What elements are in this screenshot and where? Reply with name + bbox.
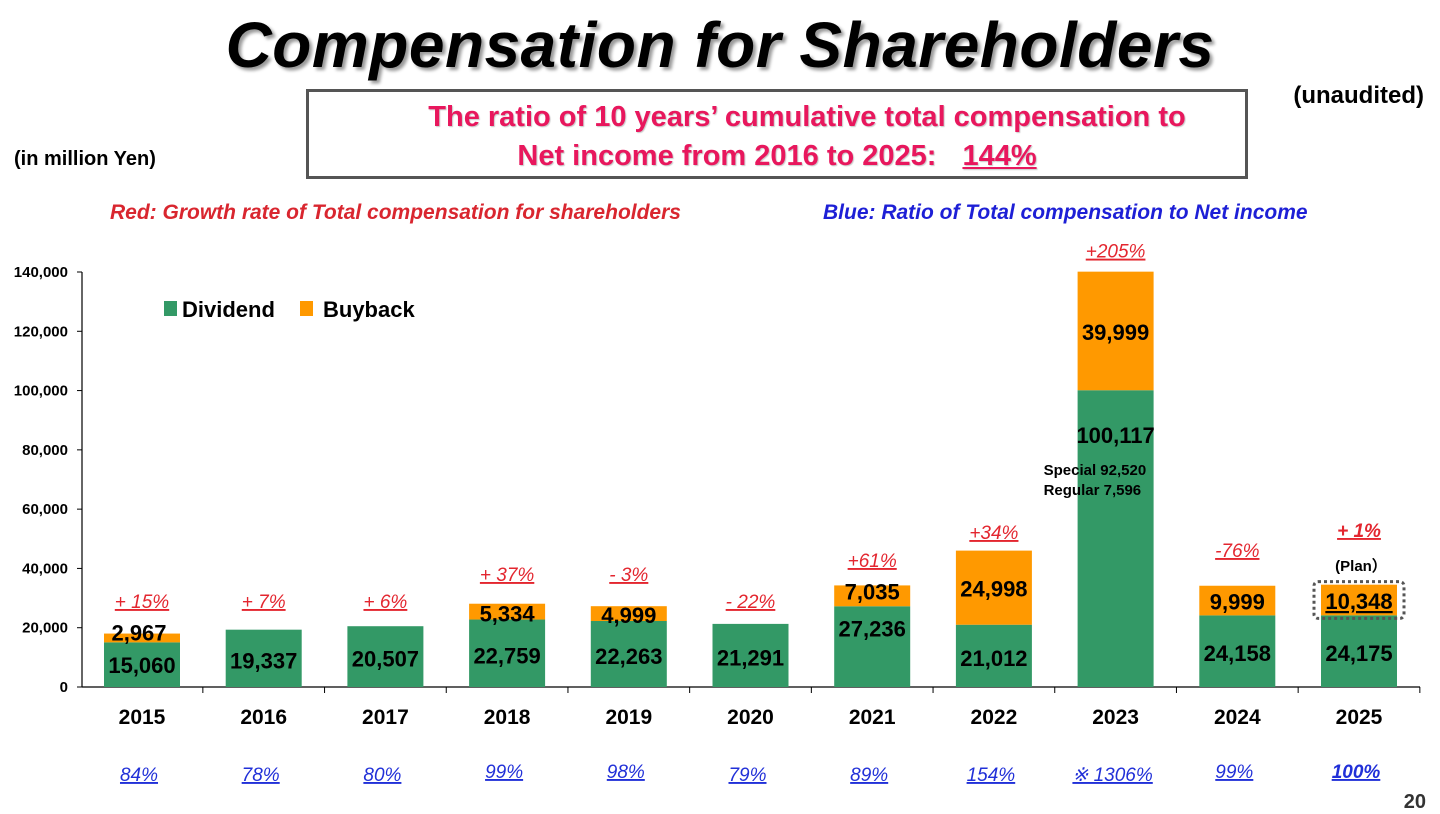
y-tick-label: 120,000: [14, 323, 68, 340]
unaudited-label: (unaudited): [1293, 82, 1424, 109]
x-category-label: 2023: [1092, 706, 1139, 729]
growth-rate-label: + 37%: [480, 565, 535, 586]
dividend-value-label: 21,012: [960, 646, 1027, 671]
payout-ratio-label: 99%: [1215, 762, 1253, 783]
buyback-value-label: 7,035: [845, 579, 900, 604]
y-tick-label: 100,000: [14, 383, 68, 400]
growth-rate-label: +34%: [969, 523, 1018, 544]
y-tick-label: 20,000: [22, 620, 68, 637]
dividend-bar: [1077, 390, 1154, 687]
payout-ratio-label: 78%: [242, 765, 280, 786]
buyback-bar: [590, 606, 667, 622]
growth-rate-label: + 6%: [363, 592, 407, 613]
ratio-line-2-text: Net income from 2016 to 2025:: [517, 140, 937, 172]
dividend-bar: [955, 624, 1032, 687]
buyback-bar: [1077, 271, 1154, 391]
unit-label: (in million Yen): [14, 148, 156, 170]
dividend-bar: [104, 642, 180, 687]
growth-rate-label: - 3%: [609, 565, 648, 586]
x-category-label: 2022: [971, 706, 1018, 729]
legend-dividend-label: Dividend: [182, 297, 275, 322]
dividend-value-label: 24,175: [1325, 641, 1392, 666]
buyback-bar: [1321, 584, 1397, 616]
growth-rate-label: + 7%: [242, 592, 286, 613]
legend-buyback-label: Buyback: [323, 297, 415, 322]
ratio-line-1: The ratio of 10 years’ cumulative total …: [428, 101, 1186, 133]
x-category-label: 2017: [362, 706, 409, 729]
legend-buyback-swatch: [300, 301, 313, 316]
payout-ratio-label: 99%: [485, 762, 523, 783]
x-category-label: 2019: [605, 706, 652, 729]
dividend-value-label: 24,158: [1204, 641, 1271, 666]
growth-rate-label: +61%: [848, 551, 897, 572]
dividend-value-label: 27,236: [839, 616, 906, 641]
dividend-value-label: 22,759: [473, 643, 540, 668]
x-category-label: 2018: [484, 706, 531, 729]
growth-rate-label: +205%: [1086, 242, 1146, 263]
payout-ratio-label: 100%: [1332, 762, 1381, 783]
buyback-value-label: 9,999: [1210, 590, 1265, 615]
payout-ratio-label: 80%: [363, 765, 401, 786]
buyback-value-label: 10,348: [1325, 589, 1392, 614]
plan-label: (Plan）: [1335, 557, 1387, 575]
buyback-value-label: 2,967: [111, 620, 166, 645]
buyback-value-label: 4,999: [601, 603, 656, 628]
dividend-value-label: 22,263: [595, 644, 662, 669]
x-category-label: 2021: [849, 706, 896, 729]
dividend-bar: [590, 621, 667, 687]
buyback-bar: [469, 603, 546, 620]
y-tick-label: 140,000: [14, 264, 68, 281]
payout-ratio-label: ※ 1306%: [1072, 765, 1152, 786]
buyback-bar: [834, 585, 911, 607]
dividend-bar: [834, 606, 911, 687]
dividend-value-label: 15,060: [108, 653, 175, 678]
dividend-bar: [469, 619, 546, 687]
dividend-bar: [712, 623, 789, 687]
growth-rate-label: + 1%: [1337, 521, 1381, 542]
page-title: Compensation for Shareholders: [225, 9, 1215, 81]
x-category-label: 2016: [240, 706, 287, 729]
y-tick-label: 0: [60, 679, 68, 696]
dividend-bar: [1199, 615, 1276, 687]
cumulative-ratio-box: The ratio of 10 years’ cumulative total …: [306, 89, 1248, 179]
payout-ratio-label: 84%: [120, 765, 158, 786]
dividend-bar: [347, 626, 424, 687]
dividend-bar: [1321, 615, 1397, 687]
x-category-label: 2015: [119, 706, 166, 729]
payout-ratio-note: Blue: Ratio of Total compensation to Net…: [823, 201, 1308, 224]
buyback-value-label: 5,334: [480, 602, 536, 627]
y-tick-label: 80,000: [22, 442, 68, 459]
x-category-label: 2024: [1214, 706, 1261, 729]
buyback-bar: [1199, 585, 1276, 616]
dividend-value-label: 21,291: [717, 645, 784, 670]
special-dividend-note: Special 92,520: [1044, 462, 1147, 479]
payout-ratio-label: 89%: [850, 765, 888, 786]
payout-ratio-label: 154%: [967, 765, 1016, 786]
plan-highlight-box: [1312, 580, 1406, 620]
ratio-value: 144%: [962, 140, 1037, 172]
y-tick-label: 60,000: [22, 501, 68, 518]
buyback-value-label: 24,998: [960, 577, 1027, 602]
dividend-bar: [225, 629, 302, 687]
growth-rate-note: Red: Growth rate of Total compensation f…: [110, 201, 681, 224]
payout-ratio-label: 98%: [607, 762, 645, 783]
page-number: 20: [1403, 791, 1426, 813]
dividend-value-label: 20,507: [352, 647, 419, 672]
dividend-value-label: 19,337: [230, 648, 297, 673]
dividend-value-label: 100,117: [1076, 423, 1154, 448]
growth-rate-label: - 22%: [726, 592, 776, 613]
growth-rate-label: + 15%: [115, 592, 170, 613]
payout-ratio-label: 79%: [728, 765, 766, 786]
buyback-bar: [955, 550, 1032, 625]
buyback-value-label: 39,999: [1082, 320, 1149, 345]
buyback-bar: [104, 633, 180, 643]
y-tick-label: 40,000: [22, 560, 68, 577]
x-category-label: 2020: [727, 706, 774, 729]
x-category-label: 2025: [1336, 706, 1383, 729]
ratio-line-2: Net income from 2016 to 2025: 144%: [309, 140, 1245, 173]
growth-rate-label: -76%: [1215, 541, 1259, 562]
legend-dividend-swatch: [164, 301, 177, 316]
regular-dividend-note: Regular 7,596: [1044, 482, 1142, 499]
